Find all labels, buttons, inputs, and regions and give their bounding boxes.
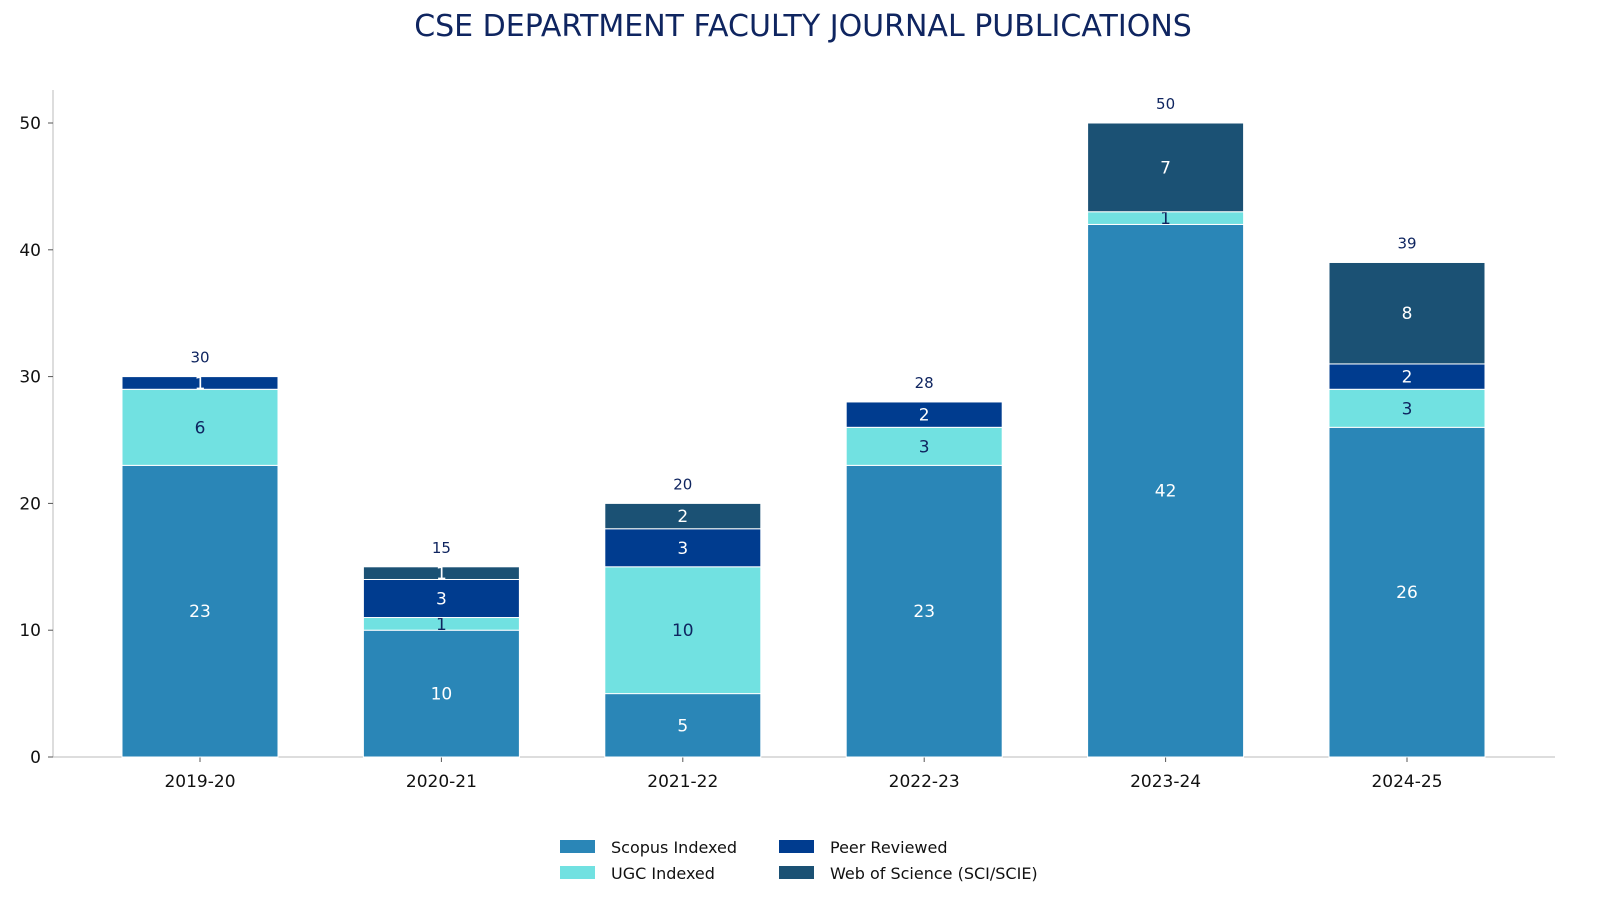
bar-segment-ugc-indexed xyxy=(604,566,762,695)
segment-label: 3 xyxy=(1402,399,1413,419)
x-tick-label: 2021-22 xyxy=(647,772,718,792)
legend-label: Scopus Indexed xyxy=(611,838,737,857)
segment-label: 2 xyxy=(677,507,688,527)
segment-label: 3 xyxy=(919,437,930,457)
segment-label: 10 xyxy=(672,621,694,641)
legend-label: Peer Reviewed xyxy=(830,838,948,857)
x-tick-label: 2022-23 xyxy=(889,772,960,792)
bar-segment-scopus-indexed xyxy=(1328,426,1486,758)
legend-label: Web of Science (SCI/SCIE) xyxy=(830,864,1038,883)
segment-label: 1 xyxy=(436,615,447,635)
bar-segment-scopus-indexed xyxy=(604,693,762,758)
segment-label: 1 xyxy=(436,564,447,584)
legend-label: UGC Indexed xyxy=(611,864,715,883)
segment-label: 2 xyxy=(1402,368,1413,388)
bar-segment-scopus-indexed xyxy=(362,629,520,758)
total-label: 28 xyxy=(915,374,934,392)
x-tick-label: 2024-25 xyxy=(1371,772,1442,792)
segment-label: 42 xyxy=(1155,482,1177,502)
legend: Scopus Indexed UGC Indexed Peer Reviewed We… xyxy=(560,838,1038,883)
bar-segment-ugc-indexed xyxy=(121,388,279,466)
bar-segment-peer-reviewed xyxy=(845,401,1003,428)
total-label: 20 xyxy=(673,475,692,493)
total-label: 30 xyxy=(190,349,209,367)
segment-label: 23 xyxy=(913,602,935,622)
segment-label: 6 xyxy=(195,418,206,438)
bar-segment-ugc-indexed xyxy=(845,426,1003,466)
x-tick-label: 2020-21 xyxy=(406,772,477,792)
segment-label: 7 xyxy=(1160,158,1171,178)
segment-label: 5 xyxy=(677,716,688,736)
bar-segment-peer-reviewed xyxy=(1328,363,1486,390)
y-tick-label: 20 xyxy=(19,494,41,514)
segment-label: 2 xyxy=(919,406,930,426)
x-tick-label: 2019-20 xyxy=(164,772,235,792)
segment-label: 1 xyxy=(195,374,206,394)
bar-segment-web-of-science-sci-scie- xyxy=(1087,122,1245,213)
bar-segment-scopus-indexed xyxy=(1087,223,1245,758)
total-label: 15 xyxy=(432,539,451,557)
y-tick-label: 40 xyxy=(19,241,41,261)
bar-segment-peer-reviewed xyxy=(121,376,279,390)
bar-segment-peer-reviewed xyxy=(362,578,520,619)
bar-segment-scopus-indexed xyxy=(121,464,279,758)
bar-segment-scopus-indexed xyxy=(845,464,1003,758)
axes: 0 10 20 30 40 50 2019-20 2020-21 2021-22 2022-23 2… xyxy=(19,90,1555,792)
segment-label: 3 xyxy=(436,590,447,610)
y-tick-label: 10 xyxy=(19,621,41,641)
y-tick-label: 30 xyxy=(19,368,41,388)
bar-segment-web-of-science-sci-scie- xyxy=(604,502,762,530)
legend-swatch xyxy=(779,840,814,853)
bar-segment-web-of-science-sci-scie- xyxy=(362,566,520,580)
x-tick-label: 2023-24 xyxy=(1130,772,1201,792)
bar-segment-peer-reviewed xyxy=(604,528,762,568)
segment-label: 1 xyxy=(1160,209,1171,229)
y-tick-label: 50 xyxy=(19,114,41,134)
segment-label: 23 xyxy=(189,602,211,622)
legend-swatch xyxy=(560,866,595,879)
segment-label: 3 xyxy=(677,539,688,559)
bar-segment-web-of-science-sci-scie- xyxy=(1328,261,1486,365)
chart-title: CSE DEPARTMENT FACULTY JOURNAL PUBLICATI… xyxy=(414,9,1192,44)
segment-label: 26 xyxy=(1396,583,1418,603)
y-tick-label: 0 xyxy=(30,748,41,768)
legend-swatch xyxy=(779,866,814,879)
total-label: 39 xyxy=(1397,234,1416,252)
segment-label: 10 xyxy=(431,685,453,705)
segment-label: 8 xyxy=(1402,304,1413,324)
bar-segment-ugc-indexed xyxy=(1328,388,1486,428)
legend-swatch xyxy=(560,840,595,853)
total-label: 50 xyxy=(1156,95,1175,113)
